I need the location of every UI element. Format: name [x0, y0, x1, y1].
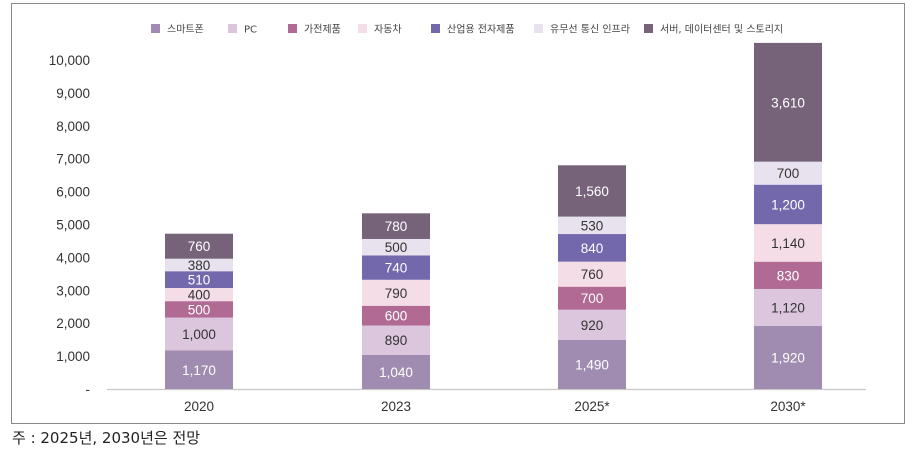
data-label: 1,040 — [379, 365, 413, 380]
bar-segment — [362, 213, 430, 239]
legend-swatch — [431, 24, 440, 33]
bar-segment — [165, 350, 233, 389]
bar-segment — [362, 255, 430, 280]
legend-label: 스마트폰 — [167, 24, 204, 36]
y-tick-label: 9,000 — [56, 86, 90, 101]
data-label: 1,170 — [182, 363, 216, 378]
bar-segment — [754, 184, 822, 225]
data-label: 1,000 — [182, 327, 216, 342]
data-label: 890 — [385, 333, 408, 348]
y-tick-label: 4,000 — [56, 250, 90, 265]
y-tick-label: 3,000 — [56, 283, 90, 298]
legend-label: 서버, 데이터센터 및 스토리지 — [660, 24, 783, 36]
data-label: 760 — [581, 267, 604, 282]
bar-segment — [558, 234, 626, 262]
data-label: 920 — [581, 318, 604, 333]
bar-segment — [558, 216, 626, 235]
y-tick-label: 1,000 — [56, 349, 90, 364]
data-label: 840 — [581, 241, 604, 256]
data-label: 510 — [188, 273, 211, 288]
data-label: 700 — [777, 166, 800, 181]
x-tick-label: 2030* — [770, 399, 806, 414]
bar-segment — [754, 261, 822, 289]
data-label: 700 — [581, 291, 604, 306]
data-label: 1,560 — [575, 184, 609, 199]
data-label: 600 — [385, 309, 408, 324]
data-label: 3,610 — [771, 95, 805, 110]
bar-segment — [362, 354, 430, 389]
y-tick-label: 10,000 — [49, 53, 90, 68]
data-label: 500 — [385, 240, 408, 255]
data-label: 500 — [188, 302, 211, 317]
bar-segment — [165, 317, 233, 351]
legend-label: 가전제품 — [304, 24, 341, 36]
bar-segment — [165, 301, 233, 318]
y-tick-label: 6,000 — [56, 185, 90, 200]
bar-segment — [754, 288, 822, 326]
y-tick-label: 8,000 — [56, 119, 90, 134]
y-tick-label: 7,000 — [56, 152, 90, 167]
data-label: 790 — [385, 286, 408, 301]
legend-label: PC — [244, 25, 257, 36]
legend-swatch — [288, 24, 297, 33]
data-label: 380 — [188, 258, 211, 273]
data-label: 1,140 — [771, 236, 805, 251]
chart-frame — [11, 3, 905, 424]
footnote: 주 : 2025년, 2030년은 전망 — [12, 429, 201, 447]
legend-swatch — [644, 24, 653, 33]
bar-segment — [558, 261, 626, 287]
bar-segment — [165, 271, 233, 288]
bar-segment — [362, 325, 430, 355]
bar-segment — [362, 305, 430, 326]
bar-segment — [165, 233, 233, 259]
bar-segment — [754, 325, 822, 389]
legend-swatch — [228, 24, 237, 33]
y-tick-label: 5,000 — [56, 218, 90, 233]
bar-segment — [558, 286, 626, 310]
data-label: 530 — [581, 218, 604, 233]
legend-swatch — [358, 24, 367, 33]
bar-segment — [558, 309, 626, 340]
data-label: 1,200 — [771, 197, 805, 212]
legend-label: 유무선 통신 인프라 — [550, 24, 630, 36]
bar-segment — [362, 238, 430, 256]
x-tick-label: 2020 — [184, 399, 214, 414]
legend-label: 자동차 — [374, 24, 402, 36]
legend-swatch — [151, 24, 160, 33]
data-label: 1,490 — [575, 357, 609, 372]
bar-segment — [165, 287, 233, 302]
y-tick-label: - — [86, 382, 91, 397]
data-label: 1,920 — [771, 350, 805, 365]
bar-segment — [558, 165, 626, 217]
data-label: 400 — [188, 288, 211, 303]
bar-segment — [754, 42, 822, 162]
data-label: 830 — [777, 268, 800, 283]
bar-segment — [362, 279, 430, 306]
bar-segment — [165, 258, 233, 272]
legend-swatch — [534, 24, 543, 33]
data-label: 740 — [385, 261, 408, 276]
bar-segment — [754, 224, 822, 262]
bar-segment — [558, 339, 626, 389]
data-label: 1,120 — [771, 300, 805, 315]
data-label: 760 — [188, 239, 211, 254]
x-tick-label: 2023 — [381, 399, 411, 414]
data-label: 780 — [385, 219, 408, 234]
x-tick-label: 2025* — [574, 399, 610, 414]
legend-label: 산업용 전자제품 — [447, 23, 515, 36]
bar-segment — [754, 161, 822, 185]
y-tick-label: 2,000 — [56, 316, 90, 331]
